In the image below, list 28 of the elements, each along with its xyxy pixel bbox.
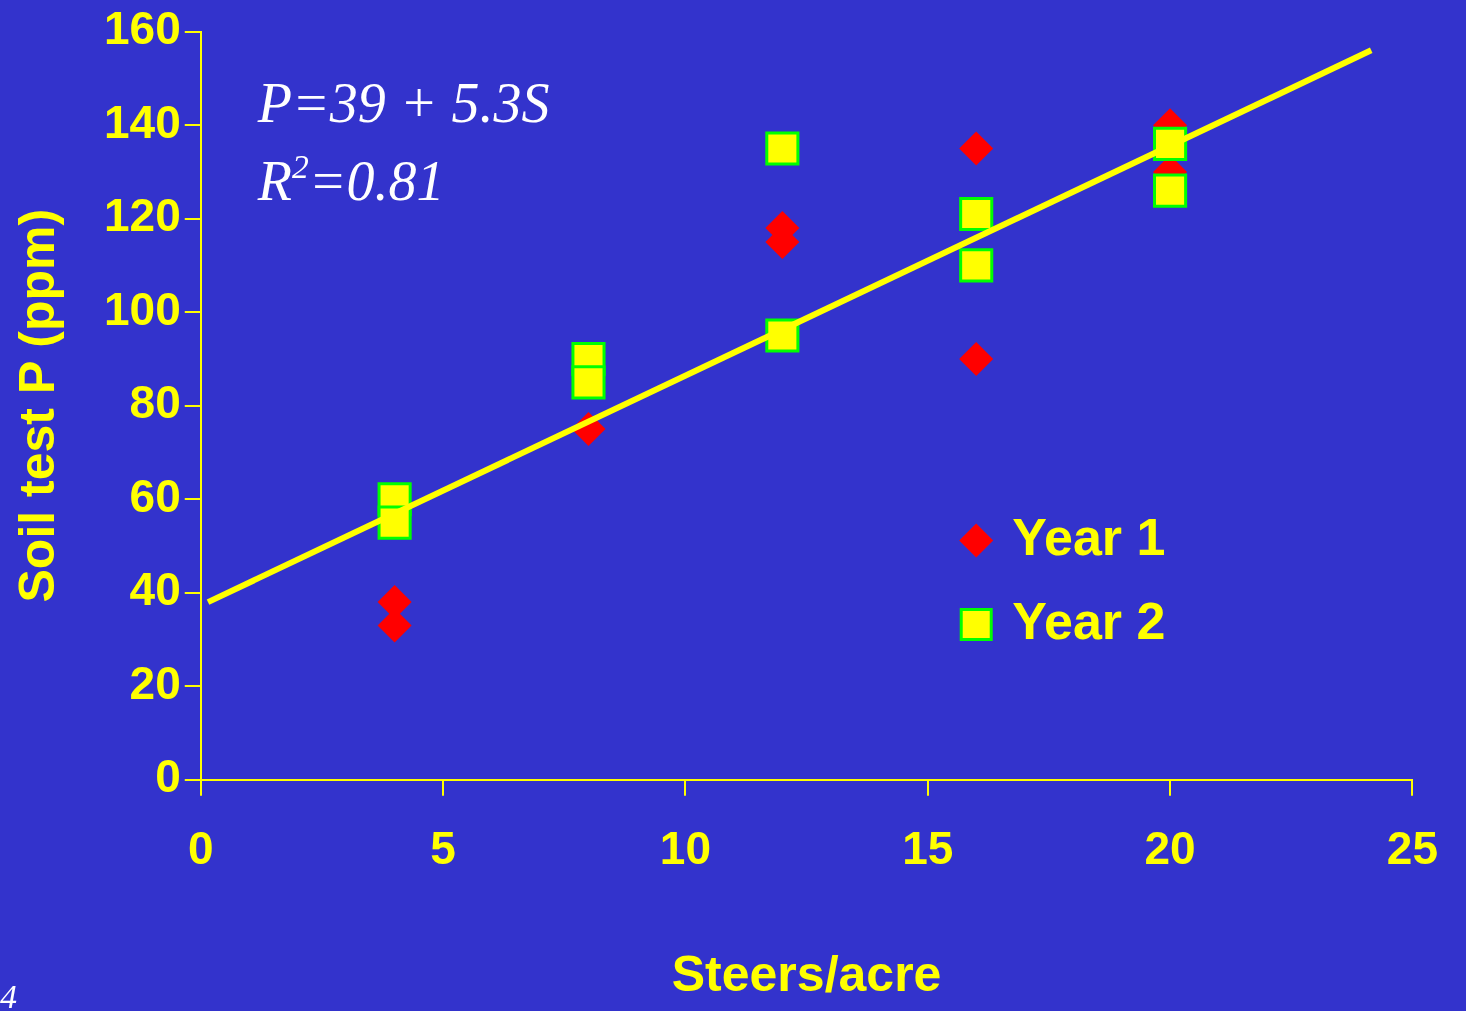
x-tick-label: 10 (659, 822, 711, 875)
text: 4 (0, 978, 17, 1011)
y-tick-label: 60 (129, 469, 181, 522)
y-tick-label: 0 (155, 750, 181, 803)
annotation: P=39 + 5.3S (256, 71, 550, 134)
y-tick-label: 20 (129, 656, 181, 709)
legend-label: Year 2 (1012, 591, 1166, 650)
y-tick-label: 80 (129, 376, 181, 429)
legend-label: Year 1 (1012, 507, 1166, 566)
y-tick-label: 100 (104, 282, 181, 335)
y-axis-title: Soil test P (ppm) (8, 208, 65, 603)
x-tick-label: 5 (430, 822, 456, 875)
x-axis-title: Steers/acre (671, 945, 942, 1002)
x-tick-label: 25 (1386, 822, 1438, 875)
point (959, 196, 994, 232)
point (1153, 173, 1188, 208)
x-tick-label: 20 (1144, 822, 1196, 875)
point (959, 131, 994, 166)
point (959, 248, 994, 283)
x-tick-label: 0 (187, 822, 214, 875)
point (765, 131, 800, 166)
point (959, 341, 994, 376)
y-tick-label: 140 (104, 95, 181, 148)
y-tick-label: 40 (129, 563, 181, 616)
x-tick-label: 15 (902, 822, 954, 875)
y-tick-label: 120 (104, 189, 181, 242)
y-tick-label: 160 (104, 2, 181, 55)
point (571, 365, 606, 400)
